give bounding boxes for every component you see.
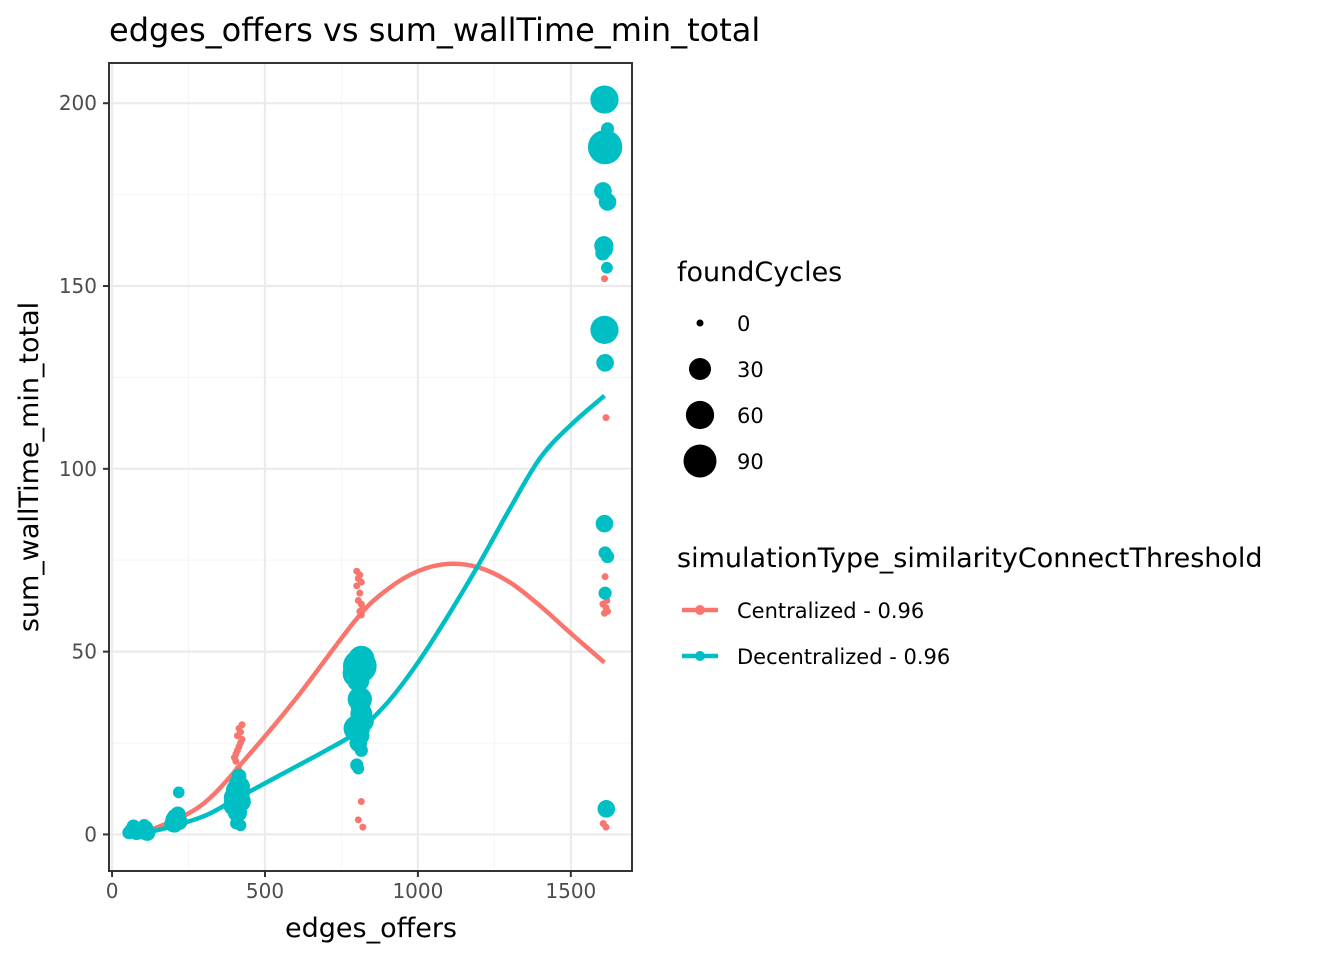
color-legend-point: [695, 651, 705, 661]
point-centralized-0-96: [354, 816, 362, 824]
point-decentralized-0-96: [231, 768, 247, 784]
major-gridlines: [109, 63, 632, 871]
point-decentralized-0-96: [350, 696, 371, 717]
point-decentralized-0-96: [596, 353, 614, 372]
x-axis-title: edges_offers: [285, 913, 457, 944]
point-centralized-0-96: [359, 823, 367, 831]
point-decentralized-0-96: [601, 261, 613, 274]
point-centralized-0-96: [232, 757, 240, 765]
point-decentralized-0-96: [600, 550, 615, 564]
size-legend-label: 30: [737, 358, 764, 382]
x-tick-label: 1000: [392, 879, 443, 903]
data-points: [122, 85, 623, 841]
point-decentralized-0-96: [352, 762, 365, 775]
size-legend-label: 0: [737, 312, 750, 336]
point-centralized-0-96: [357, 611, 365, 619]
size-legend-key: [685, 400, 715, 430]
point-centralized-0-96: [353, 582, 361, 590]
panel-border: [108, 62, 633, 872]
y-axis: 0 50 100 150 200: [59, 91, 109, 846]
size-legend-label: 60: [737, 404, 764, 428]
size-legend-title: foundCycles: [677, 257, 842, 288]
smooth-line-decentralized-0-96: [130, 394, 606, 836]
smooth-lines: [129, 394, 606, 836]
point-centralized-0-96: [357, 798, 365, 806]
point-decentralized-0-96: [172, 786, 185, 799]
point-decentralized-0-96: [226, 782, 250, 806]
color-legend-title: simulationType_similarityConnectThreshol…: [677, 543, 1263, 574]
point-decentralized-0-96: [348, 645, 375, 673]
point-centralized-0-96: [602, 414, 610, 422]
point-decentralized-0-96: [595, 245, 611, 261]
point-centralized-0-96: [356, 589, 364, 597]
size-legend-label: 90: [737, 450, 764, 474]
size-legend-key: [683, 444, 717, 478]
minor-gridlines: [109, 63, 632, 871]
point-decentralized-0-96: [347, 669, 370, 692]
color-legend-point: [695, 605, 705, 615]
point-decentralized-0-96: [595, 514, 614, 533]
color-legend-label: Decentralized - 0.96: [737, 645, 950, 669]
point-centralized-0-96: [238, 721, 246, 729]
point-centralized-0-96: [602, 823, 610, 831]
point-decentralized-0-96: [600, 122, 615, 136]
point-decentralized-0-96: [590, 315, 619, 345]
plot-panel: [108, 62, 633, 872]
point-decentralized-0-96: [167, 817, 183, 833]
x-tick-label: 500: [246, 879, 284, 903]
point-decentralized-0-96: [598, 586, 612, 600]
y-axis-title: sum_wallTime_min_total: [14, 302, 45, 632]
point-decentralized-0-96: [234, 819, 247, 832]
point-decentralized-0-96: [590, 85, 619, 114]
size-legend: foundCycles 0 30 60 90: [677, 257, 842, 478]
y-tick-label: 50: [72, 640, 97, 664]
x-axis: 0 500 1000 1500: [106, 871, 596, 903]
point-decentralized-0-96: [587, 129, 623, 165]
size-legend-key: [688, 357, 712, 381]
point-centralized-0-96: [601, 573, 609, 581]
color-legend: simulationType_similarityConnectThreshol…: [677, 543, 1263, 669]
smooth-line-centralized-0-96: [129, 561, 606, 836]
x-tick-label: 0: [106, 879, 119, 903]
color-legend-label: Centralized - 0.96: [737, 599, 924, 623]
point-decentralized-0-96: [354, 743, 368, 757]
point-centralized-0-96: [600, 609, 608, 617]
point-centralized-0-96: [600, 275, 608, 283]
point-decentralized-0-96: [598, 193, 617, 211]
point-decentralized-0-96: [227, 802, 248, 823]
point-decentralized-0-96: [137, 819, 151, 832]
y-tick-label: 0: [84, 822, 97, 846]
size-legend-key: [696, 319, 704, 327]
point-decentralized-0-96: [597, 800, 616, 818]
y-tick-label: 200: [59, 91, 97, 115]
y-tick-label: 150: [59, 274, 97, 298]
y-tick-label: 100: [59, 457, 97, 481]
chart-title: edges_offers vs sum_wallTime_min_total: [109, 11, 760, 49]
x-tick-label: 1500: [545, 879, 596, 903]
